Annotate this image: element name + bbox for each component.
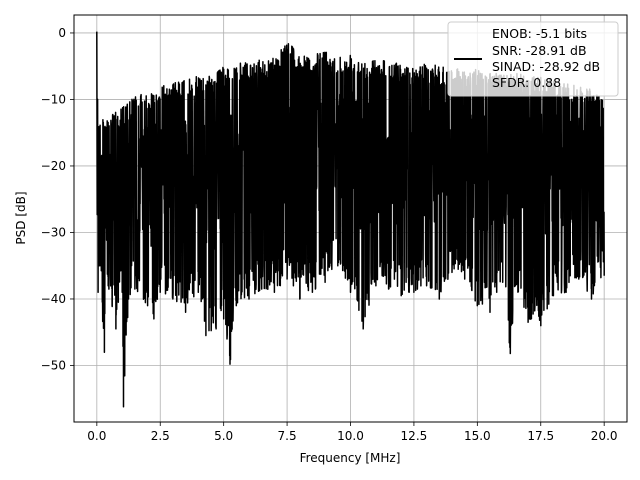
y-axis-ticks: 0 −10 −20 −30 −40 −50 <box>41 26 74 372</box>
x-tick-label: 15.0 <box>464 429 491 443</box>
legend-box <box>447 21 619 97</box>
legend-sinad: SINAD: -28.92 dB <box>492 59 600 74</box>
legend: ENOB: -5.1 bits SNR: -28.91 dB SINAD: -2… <box>447 21 619 97</box>
y-axis-label: PSD [dB] <box>14 191 28 244</box>
y-tick-label: −20 <box>41 159 66 173</box>
psd-series-line <box>96 31 605 408</box>
y-tick-label: −50 <box>41 358 66 372</box>
legend-enob: ENOB: -5.1 bits <box>492 26 587 41</box>
x-tick-label: 10.0 <box>337 429 364 443</box>
x-tick-label: 17.5 <box>527 429 554 443</box>
y-tick-label: −30 <box>41 225 66 239</box>
series-layer <box>96 31 605 408</box>
x-tick-label: 20.0 <box>591 429 618 443</box>
x-tick-label: 0.0 <box>87 429 106 443</box>
x-axis-label: Frequency [MHz] <box>300 451 401 465</box>
x-axis-ticks: 0.0 2.5 5.0 7.5 10.0 12.5 15.0 17.5 20.0 <box>87 422 618 443</box>
y-tick-label: −40 <box>41 292 66 306</box>
x-tick-label: 7.5 <box>278 429 297 443</box>
legend-snr: SNR: -28.91 dB <box>492 43 587 58</box>
y-tick-label: 0 <box>58 26 66 40</box>
x-tick-label: 2.5 <box>151 429 170 443</box>
plot-area <box>96 31 605 408</box>
x-tick-label: 12.5 <box>401 429 428 443</box>
legend-sfdr: SFDR: 0.88 <box>492 75 561 90</box>
y-tick-label: −10 <box>41 92 66 106</box>
x-tick-label: 5.0 <box>214 429 233 443</box>
